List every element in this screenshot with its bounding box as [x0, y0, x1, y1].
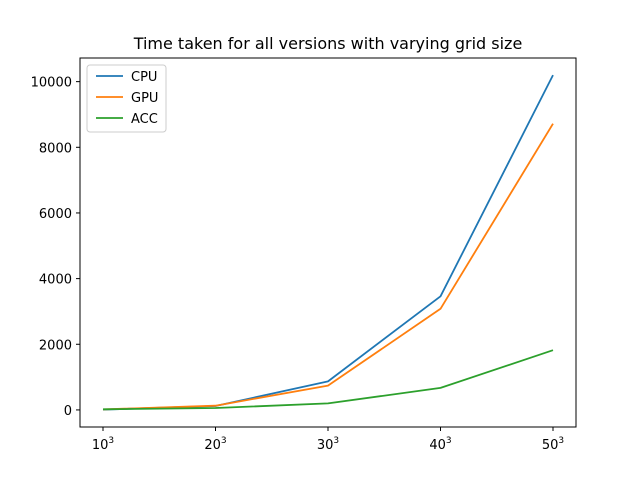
legend: CPU GPU ACC [86, 64, 167, 133]
legend-label-cpu: CPU [131, 70, 157, 85]
chart-title: Time taken for all versions with varying… [133, 34, 523, 53]
x-axis: 103 203 303 403 503 [92, 427, 564, 453]
x-tick-label: 503 [542, 436, 564, 453]
x-tick-label: 303 [317, 436, 339, 453]
y-tick-label: 6000 [39, 207, 72, 222]
legend-label-acc: ACC [131, 112, 158, 127]
y-axis: 0 2000 4000 6000 8000 10000 [31, 76, 80, 419]
y-tick-label: 0 [64, 404, 72, 419]
y-tick-label: 2000 [39, 338, 72, 353]
series-line-gpu [102, 123, 554, 411]
x-tick-label: 103 [92, 436, 114, 453]
x-tick-label: 203 [204, 436, 226, 453]
series-lines [102, 74, 554, 411]
series-line-acc [102, 349, 554, 411]
y-tick-label: 10000 [31, 76, 72, 91]
legend-label-gpu: GPU [131, 91, 158, 106]
legend-box [86, 64, 167, 133]
x-tick-label: 403 [429, 436, 451, 453]
y-tick-label: 8000 [39, 141, 72, 156]
y-tick-label: 4000 [39, 273, 72, 288]
